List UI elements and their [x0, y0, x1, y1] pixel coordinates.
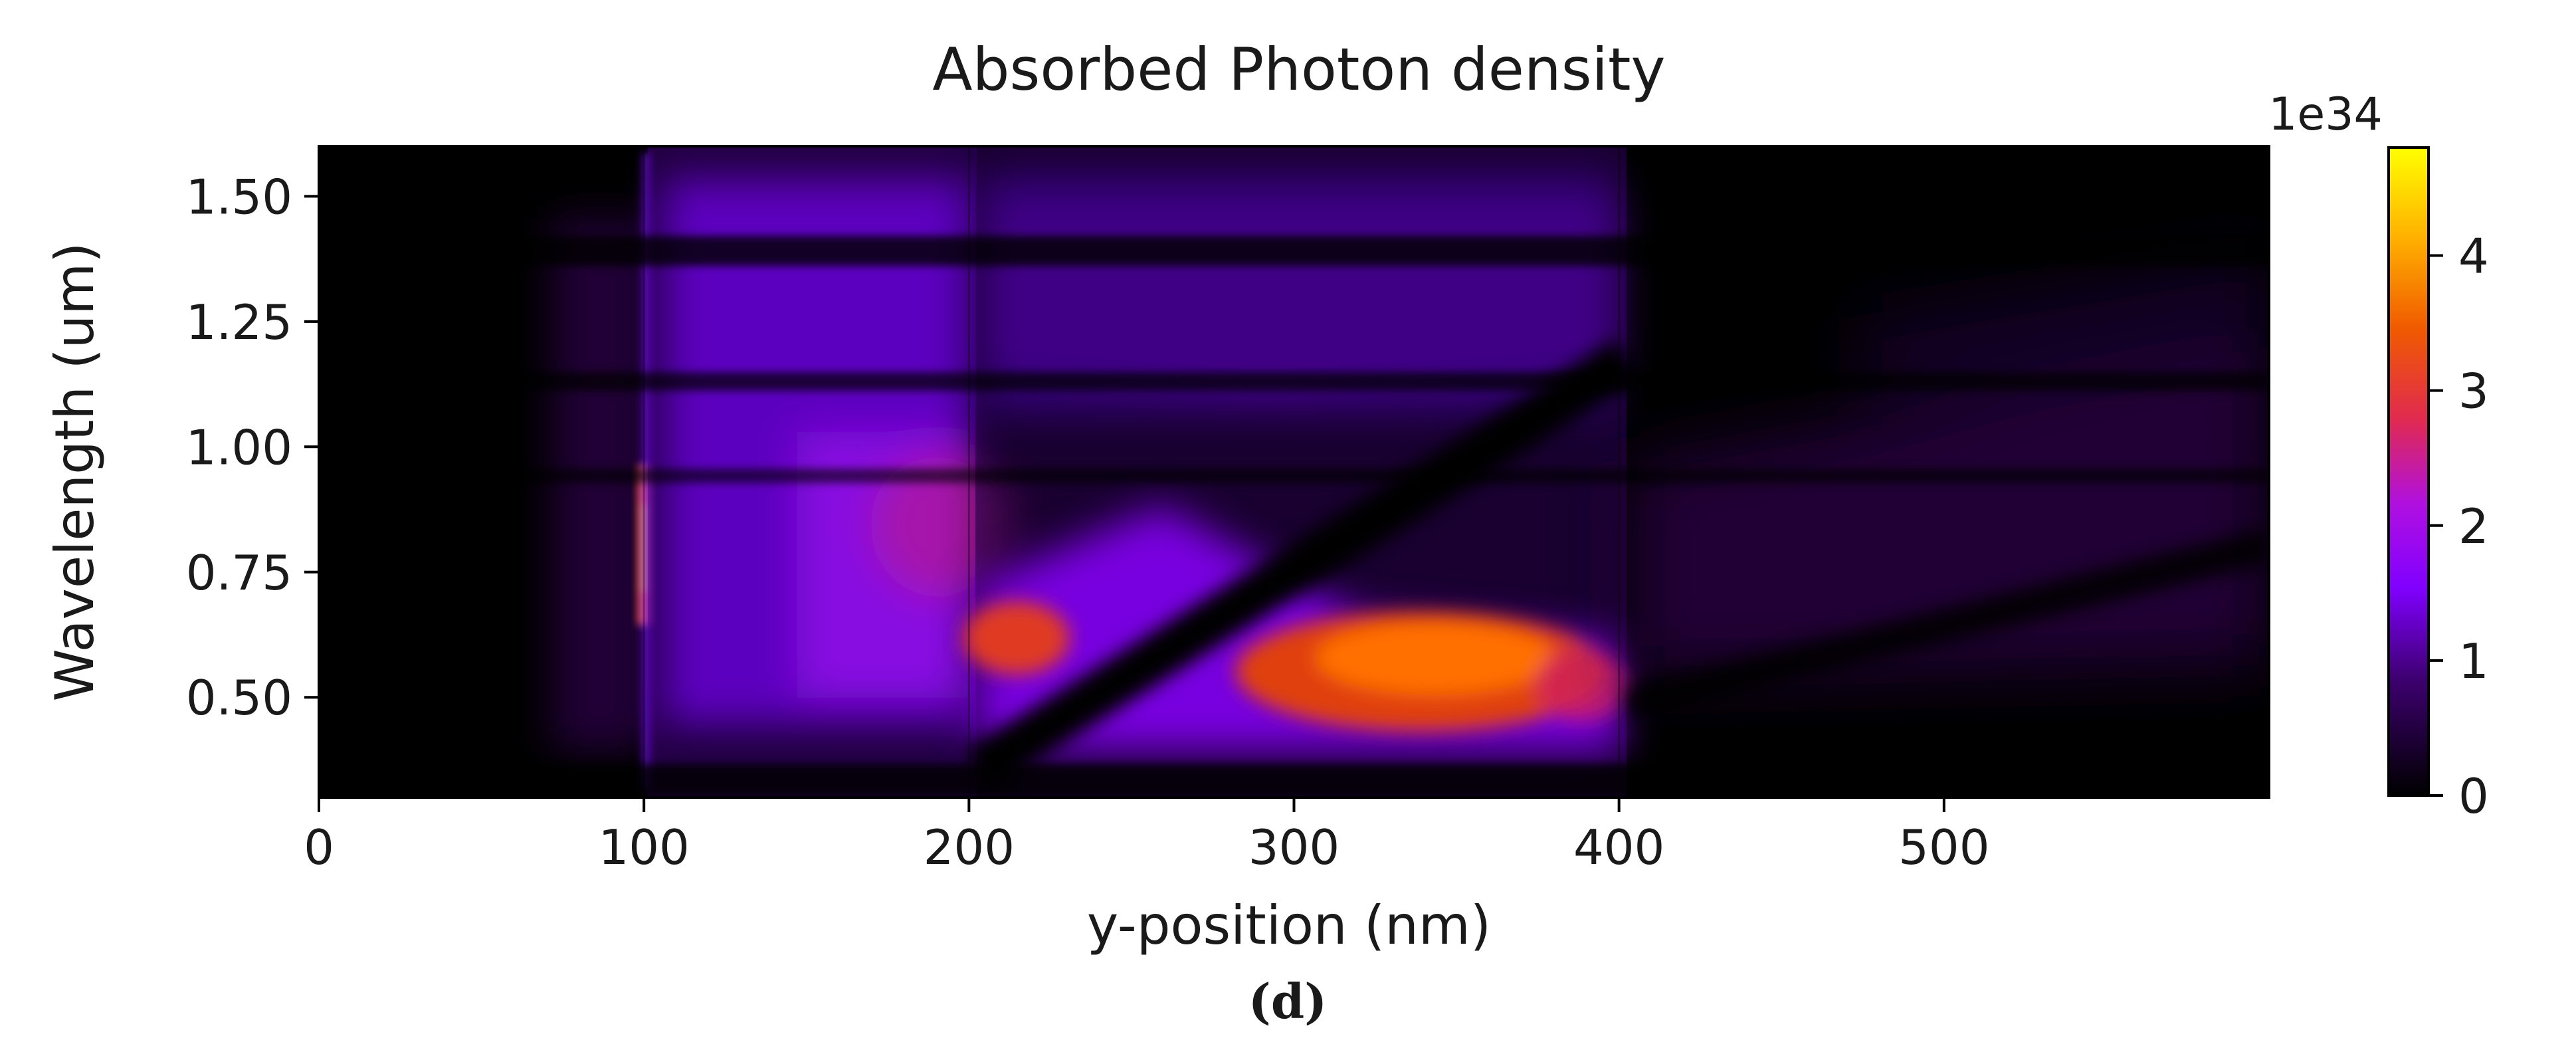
colorbar-tick-label: 0 — [2458, 768, 2489, 824]
heatmap-diagonal-400-600 — [1623, 528, 2269, 721]
x-tick-label: 300 — [1248, 819, 1339, 875]
colorbar-tick-label: 2 — [2458, 498, 2489, 554]
y-axis-ticks: 0.50 0.75 1.00 1.25 1.50 — [186, 169, 319, 726]
x-tick-label: 400 — [1573, 819, 1664, 875]
y-tick-label: 0.75 — [186, 545, 292, 601]
heatmap-plot-area — [319, 146, 2269, 798]
chart-title: Absorbed Photon density — [932, 35, 1665, 104]
colorbar: 1e34 0 1 2 3 4 — [2268, 88, 2489, 824]
y-tick-label: 1.25 — [186, 294, 292, 350]
x-tick-label: 0 — [304, 819, 334, 875]
colorbar-tick-label: 4 — [2458, 229, 2489, 284]
y-axis-label: Wavelength (um) — [44, 242, 106, 701]
x-tick-label: 200 — [924, 819, 1015, 875]
colorbar-gradient — [2387, 146, 2430, 797]
x-axis-ticks: 0 100 200 300 400 500 — [304, 798, 1990, 875]
x-axis-label: y-position (nm) — [1087, 895, 1491, 956]
x-tick-label: 100 — [598, 819, 689, 875]
heatmap-dark-bands — [319, 236, 2269, 798]
figure-caption: (d) — [1248, 973, 1327, 1029]
y-tick-label: 1.50 — [186, 169, 292, 225]
y-tick-label: 1.00 — [186, 419, 292, 475]
heatmap-hotspot-210nm — [963, 601, 1070, 675]
x-tick-label: 500 — [1898, 819, 1989, 875]
colorbar-tick-label: 1 — [2458, 633, 2489, 689]
colorbar-ticks: 0 1 2 3 4 — [2428, 229, 2489, 824]
y-tick-label: 0.50 — [186, 670, 292, 726]
heatmap-region-0-100 — [551, 219, 651, 751]
colorbar-tick-label: 3 — [2458, 364, 2489, 419]
layer-boundaries — [643, 146, 1621, 798]
colorbar-scale-label: 1e34 — [2268, 88, 2383, 141]
